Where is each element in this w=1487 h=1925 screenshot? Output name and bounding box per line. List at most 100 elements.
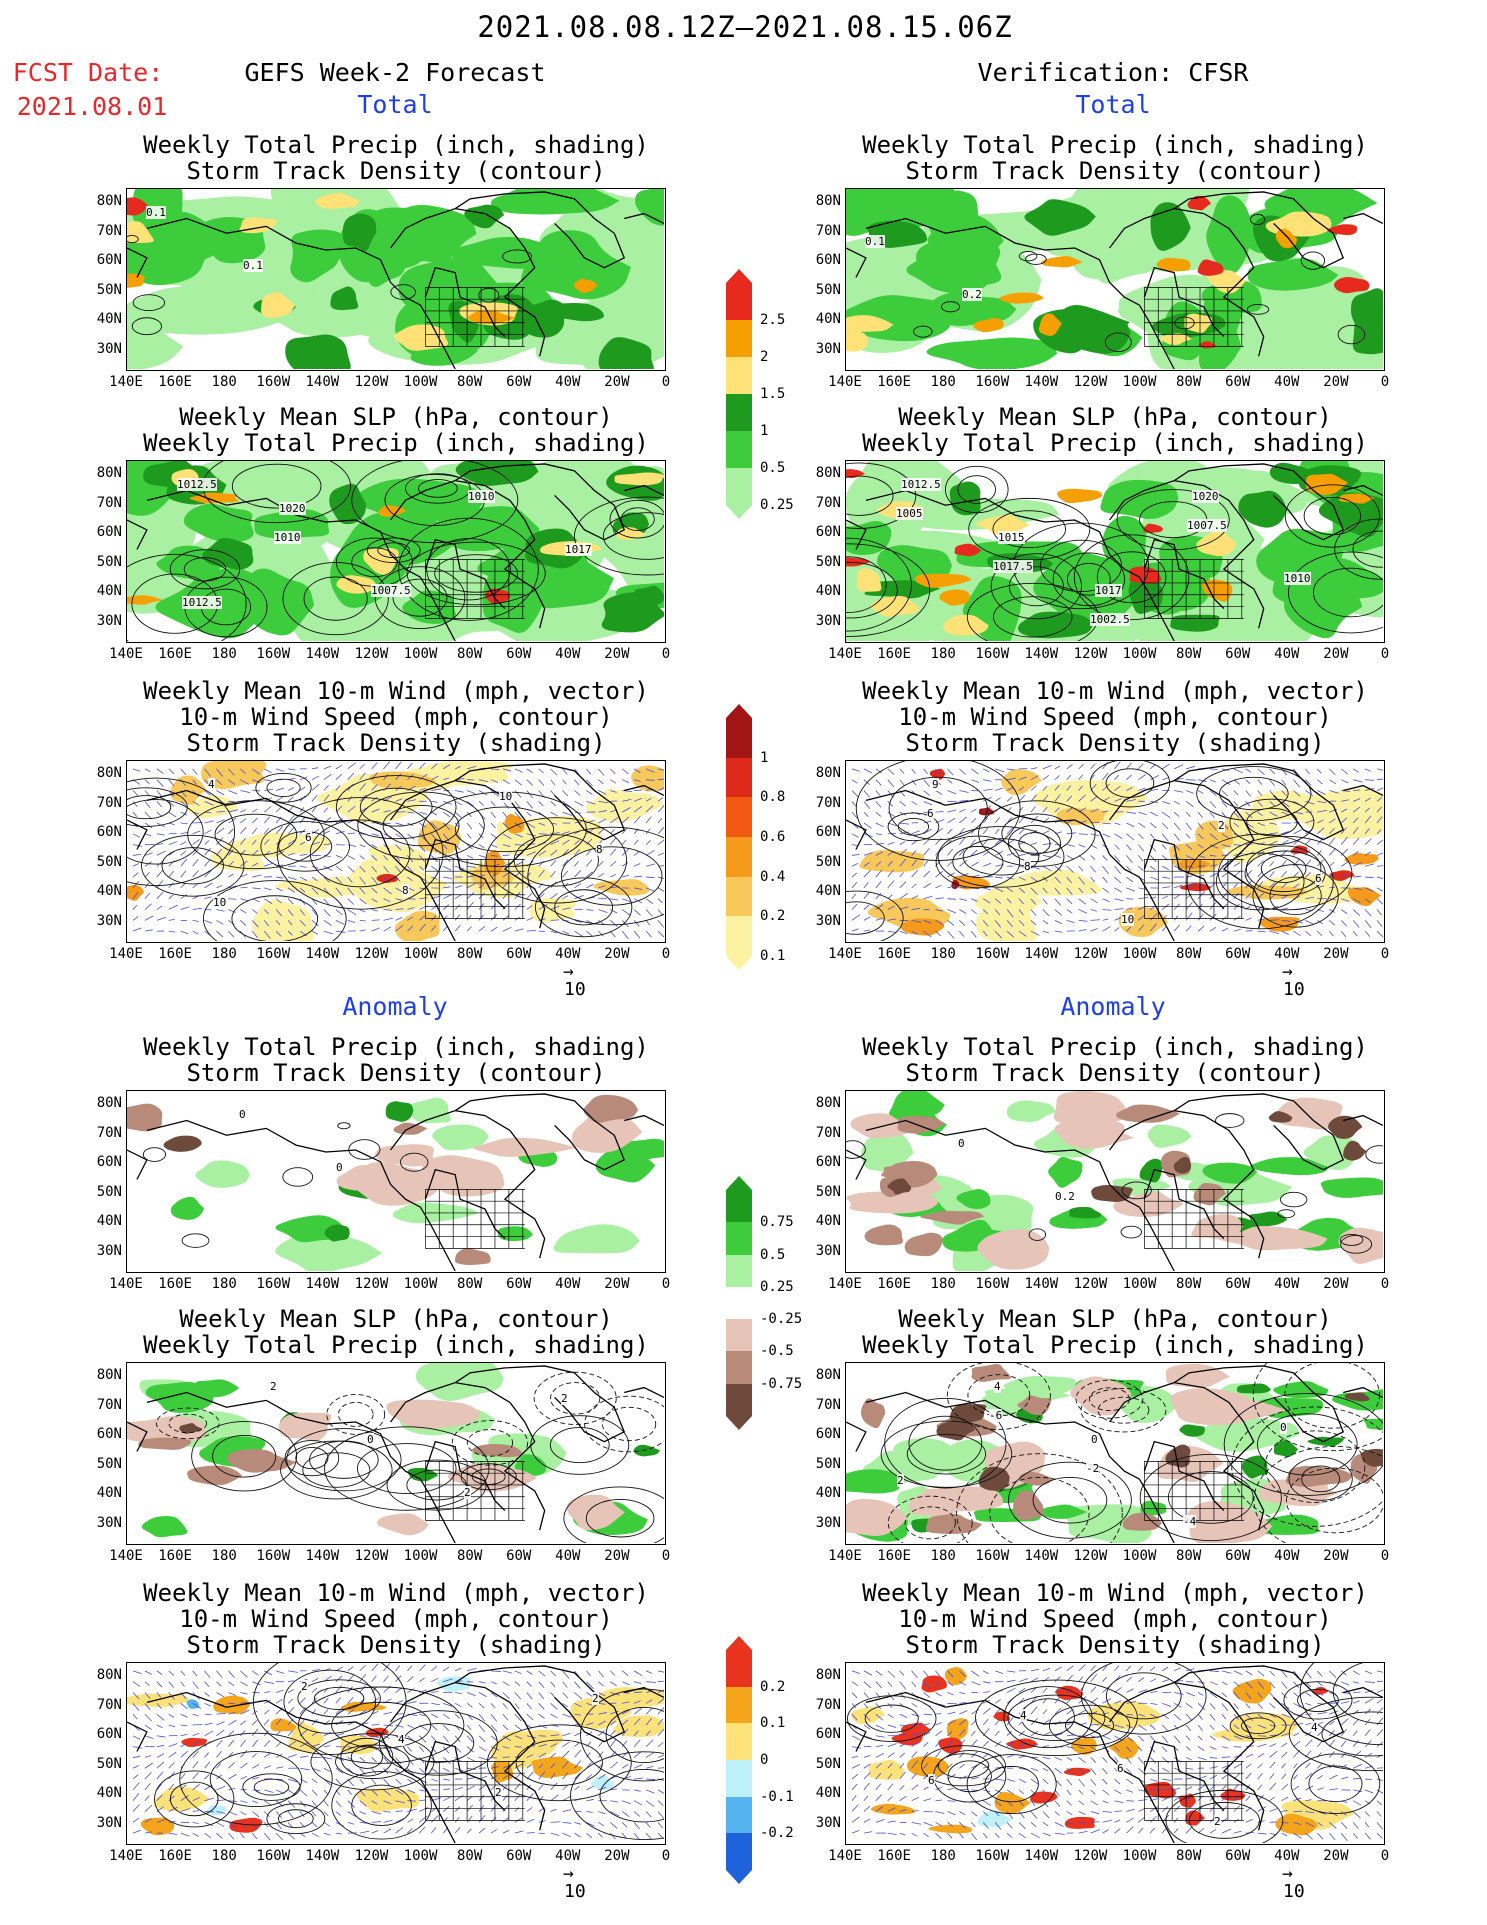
x-tick-label: 60W: [1225, 1848, 1251, 1864]
vector-scale-label: 10: [564, 979, 586, 1000]
contour-label: 2: [561, 1392, 568, 1405]
fcst-date-label: FCST Date:: [12, 58, 164, 87]
x-tick-label: 140W: [305, 374, 340, 390]
map-plot: [127, 1363, 664, 1543]
colorbar-segment: [726, 1686, 752, 1724]
colorbar-segment: [726, 1723, 752, 1761]
x-tick-label: 160E: [158, 646, 192, 662]
panel-title-line: Storm Track Density (shading): [905, 729, 1325, 757]
fcst-panel-title-5: Weekly Mean SLP (hPa, contour) Weekly Tot…: [96, 1306, 696, 1358]
y-tick-label: 80N: [815, 193, 841, 209]
colorbar-segment: [726, 1222, 752, 1256]
contour-label: 4: [1020, 1709, 1027, 1722]
x-tick-label: 80W: [1175, 1276, 1202, 1292]
x-tick-label: 180: [211, 1276, 237, 1292]
vector-scale-arrow-icon: →: [563, 1863, 574, 1884]
x-tick-label: 20W: [1323, 1848, 1349, 1864]
x-tick-label: 160W: [975, 374, 1010, 390]
y-tick-label: 60N: [815, 524, 841, 540]
x-tick-label: 20W: [1323, 646, 1349, 662]
colorbar-segment: [726, 757, 752, 798]
y-tick-label: 30N: [815, 1514, 841, 1531]
panel-title-line: Storm Track Density (contour): [186, 1059, 606, 1087]
y-tick-label: 30N: [96, 912, 122, 929]
y-tick-label: 80N: [96, 193, 122, 209]
colorbar-top-tip: [726, 1176, 752, 1190]
x-tick-label: 20W: [604, 1848, 630, 1864]
map-plot: [127, 1663, 664, 1843]
fcst-panel-title-6: Weekly Mean 10-m Wind (mph, vector) 10-m …: [96, 1580, 696, 1658]
x-tick-label: 120W: [1073, 374, 1108, 390]
panel-title-line: Weekly Total Precip (inch, shading): [143, 131, 649, 159]
x-tick-label: 120W: [354, 1548, 389, 1564]
panel-title-line: Weekly Mean SLP (hPa, contour): [898, 403, 1332, 431]
colorbar-bottom-tip: [726, 1870, 752, 1884]
x-tick-label: 0: [661, 1548, 671, 1564]
x-tick-label: 0: [1380, 1548, 1390, 1564]
x-tick-label: 140W: [305, 646, 340, 662]
colorbar-label: 0.8: [760, 789, 786, 806]
panel-title-line: Weekly Mean 10-m Wind (mph, vector): [143, 677, 649, 705]
y-tick-label: 70N: [96, 1396, 122, 1413]
y-tick-label: 30N: [96, 612, 122, 629]
panel-title-line: Weekly Total Precip (inch, shading): [143, 429, 649, 457]
contour-label: 1005: [896, 507, 923, 520]
x-tick-label: 80W: [1175, 374, 1202, 390]
y-tick-label: 70N: [96, 494, 122, 511]
x-tick-label: 40W: [1274, 1548, 1300, 1564]
x-tick-label: 140E: [109, 646, 143, 662]
y-tick-label: 70N: [96, 1124, 122, 1141]
y-tick-label: 80N: [96, 465, 122, 481]
y-tick-label: 80N: [96, 1667, 122, 1683]
contour-label: 0.1: [243, 259, 263, 272]
colorbar-label: 0.25: [760, 1278, 794, 1295]
y-tick-label: 80N: [96, 1367, 122, 1383]
vector-scale-label: 10: [1283, 1881, 1305, 1902]
x-tick-label: 180: [211, 1848, 237, 1864]
colorbar-segment: [726, 283, 752, 321]
x-tick-label: 100W: [403, 646, 438, 662]
panel-title-line: Storm Track Density (contour): [186, 157, 606, 185]
left-total-label: Total: [357, 90, 433, 119]
colorbar-segment: [726, 357, 752, 395]
contour-label: 1002.5: [1090, 613, 1130, 626]
y-tick-label: 40N: [815, 1785, 841, 1801]
x-tick-label: 40W: [555, 1848, 581, 1864]
map-plot: [127, 1093, 664, 1271]
x-tick-label: 140W: [305, 1848, 340, 1864]
x-tick-label: 160W: [975, 1548, 1010, 1564]
x-tick-label: 60W: [1225, 646, 1251, 662]
y-tick-label: 70N: [96, 1696, 122, 1713]
x-tick-label: 120W: [1073, 1276, 1108, 1292]
y-tick-label: 80N: [96, 1095, 122, 1111]
x-tick-label: 20W: [604, 1276, 630, 1292]
x-tick-label: 0: [1380, 1848, 1390, 1864]
x-tick-label: 120W: [1073, 646, 1108, 662]
colorbar-top-tip: [726, 269, 752, 283]
colorbar-label: 1.5: [760, 386, 786, 402]
x-tick-label: 160E: [877, 1848, 911, 1864]
panel-title-line: Storm Track Density (shading): [186, 729, 606, 757]
x-tick-label: 140E: [109, 946, 143, 962]
x-tick-label: 140E: [109, 1548, 143, 1564]
y-tick-label: 30N: [815, 612, 841, 629]
x-tick-label: 140W: [1024, 1848, 1059, 1864]
y-tick-label: 70N: [815, 1124, 841, 1141]
x-tick-label: 20W: [604, 946, 630, 962]
colorbar-label: 0.5: [760, 460, 786, 476]
y-tick-label: 30N: [815, 1242, 841, 1259]
cfsr-map-panel-1: [845, 188, 1385, 371]
x-tick-label: 40W: [1274, 1276, 1300, 1292]
x-tick-label: 0: [1380, 374, 1390, 390]
map-plot: [846, 761, 1383, 941]
x-tick-label: 20W: [1323, 1548, 1349, 1564]
map-plot: [127, 461, 664, 641]
map-plot: [127, 761, 664, 941]
x-tick-label: 80W: [1175, 1548, 1202, 1564]
x-tick-label: 180: [211, 374, 237, 390]
colorbar-label: 0.5: [760, 1246, 786, 1263]
x-tick-label: 180: [930, 1548, 956, 1564]
left-column-title: GEFS Week-2 Forecast: [244, 58, 546, 87]
x-tick-label: 180: [211, 646, 237, 662]
contour-label: 2: [1218, 819, 1225, 832]
